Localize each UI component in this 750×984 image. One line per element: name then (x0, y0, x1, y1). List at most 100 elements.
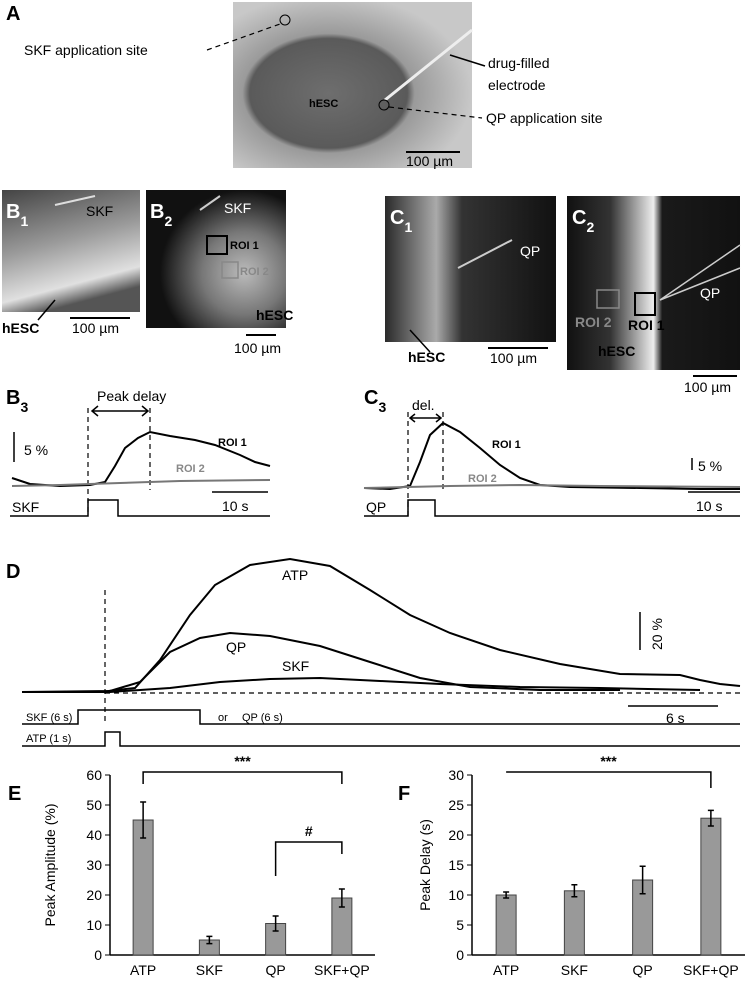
trace-label: ROI 1 (218, 437, 247, 449)
x-tick-label: QP (633, 962, 653, 978)
cell-label: hESC (2, 320, 39, 336)
trace (22, 557, 741, 693)
x-tick-label: SKF (196, 962, 223, 978)
leader (206, 23, 281, 51)
scale-label: 100 µm (490, 350, 537, 366)
site-marker (279, 14, 291, 26)
roi-box (206, 235, 228, 255)
trace (22, 676, 701, 693)
annotation: electrode (488, 77, 546, 93)
x-tick-label: ATP (130, 962, 156, 978)
y-axis-title: Peak Amplitude (%) (42, 804, 58, 927)
panel-letter: B (150, 201, 164, 223)
error-bar (206, 935, 213, 945)
onset-line (87, 408, 151, 516)
panel-sub: 3 (20, 399, 28, 415)
drug-label: SKF (224, 200, 251, 216)
bar (132, 819, 154, 956)
y-tick-label: 20 (448, 827, 464, 843)
error-bar (338, 888, 345, 908)
y-tick-label: 10 (86, 917, 102, 933)
micrograph (2, 190, 140, 312)
stim-label: QP (6 s) (242, 712, 283, 724)
panel-letter: C (390, 207, 404, 229)
arrow (90, 405, 150, 417)
panel-label: C3 (364, 387, 386, 415)
x-tick-label: ATP (493, 962, 519, 978)
y-tick-label: 30 (86, 857, 102, 873)
micrograph (146, 190, 286, 328)
y-tick-label: 20 (86, 887, 102, 903)
trace-label: ATP (282, 567, 308, 583)
cell-label: hESC (309, 98, 338, 110)
y-tick-label: 5 (456, 917, 464, 933)
bar (495, 894, 517, 956)
error-bar (503, 891, 510, 899)
significance-bracket (506, 771, 712, 788)
electrode (659, 244, 741, 301)
roi-box (221, 261, 239, 279)
panel-sub: 1 (404, 219, 412, 235)
stim-label: QP (366, 499, 386, 515)
x-tick-label: SKF (561, 962, 588, 978)
panel-label: C1 (390, 207, 412, 235)
annotation: drug-filled (488, 55, 549, 71)
panel-letter: B (6, 201, 20, 223)
stim-label: ATP (1 s) (26, 733, 71, 745)
y-tick-label: 0 (94, 947, 102, 963)
roi-label: ROI 2 (575, 314, 612, 330)
scale-label: 100 µm (72, 320, 119, 336)
scale-label: 100 µm (234, 340, 281, 356)
onset-line (407, 412, 444, 516)
panel-letter: C (572, 207, 586, 229)
panel-label: D (6, 561, 20, 583)
panel-letter: B (6, 387, 20, 409)
roi-label: ROI 1 (230, 240, 259, 252)
y-tick-label: 50 (86, 797, 102, 813)
significance-bracket (274, 841, 343, 876)
drug-label: QP (520, 243, 540, 259)
trace-label: ROI 2 (468, 473, 497, 485)
leader (409, 329, 431, 353)
annotation: del. (412, 397, 435, 413)
scale-label: 100 µm (406, 153, 453, 169)
panel-label: C2 (572, 207, 594, 235)
significance-label: *** (600, 753, 617, 769)
roi-label: ROI 2 (240, 266, 269, 278)
stim-label: SKF (6 s) (26, 712, 72, 724)
scale-label: 5 % (698, 458, 722, 474)
error-bar (707, 809, 714, 827)
x-tick-label: SKF+QP (683, 962, 739, 978)
scale-label: 5 % (24, 442, 48, 458)
bar (700, 817, 722, 956)
y-tick-label: 25 (448, 797, 464, 813)
trace-label: QP (226, 639, 246, 655)
scale-label: 10 s (222, 498, 248, 514)
trace (363, 421, 740, 491)
cell-label: hESC (256, 307, 293, 323)
y-tick-label: 60 (86, 767, 102, 783)
panel-label: B3 (6, 387, 28, 415)
annotation: SKF application site (24, 42, 148, 58)
stimulus (364, 499, 740, 517)
y-tick-label: 40 (86, 827, 102, 843)
micrograph (233, 2, 472, 168)
electrode (457, 239, 513, 269)
annotation: QP application site (486, 110, 603, 126)
trace-label: ROI 1 (492, 439, 521, 451)
panel-label: B1 (6, 201, 28, 229)
panel-letter: C (364, 387, 378, 409)
panel-sub: 1 (20, 213, 28, 229)
trace-label: ROI 2 (176, 463, 205, 475)
micrograph (567, 196, 740, 370)
leader (37, 299, 56, 321)
roi-label: ROI 1 (628, 317, 665, 333)
y-axis-title: Peak Delay (s) (417, 819, 433, 911)
leader (388, 106, 483, 119)
arrow (408, 413, 443, 423)
significance-label: # (305, 823, 313, 839)
scale-label: 6 s (666, 710, 685, 726)
cell-label: hESC (598, 343, 635, 359)
panel-label: F (398, 783, 410, 805)
